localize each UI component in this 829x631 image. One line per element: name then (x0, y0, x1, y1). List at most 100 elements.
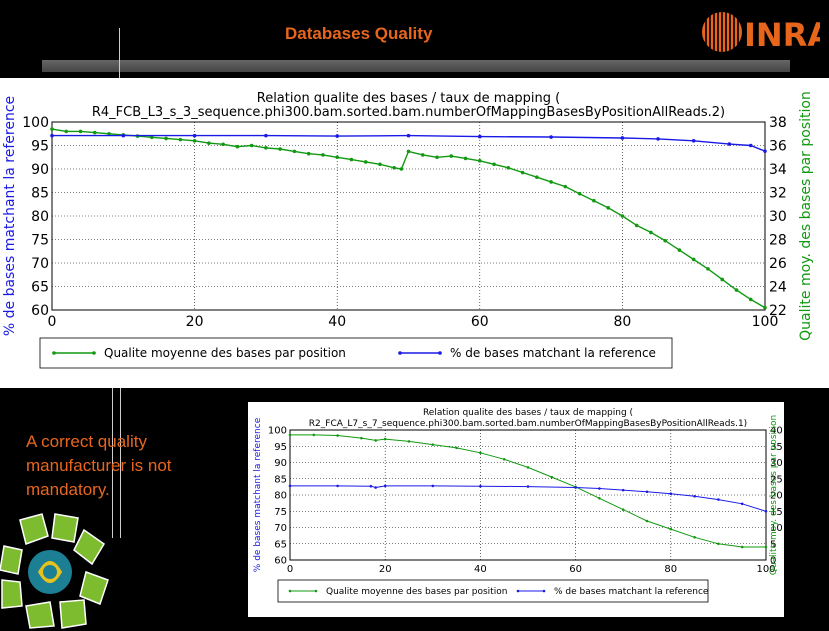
y-left-tick-label: 90 (31, 162, 49, 178)
data-point (526, 466, 530, 469)
legend-marker (438, 351, 442, 355)
y-right-tick-label: 22 (769, 303, 787, 319)
chart-panel-bottom: 0 20 40 60 80 100 60 65 70 75 80 85 90 95 100 0 5 10 15 20 2… (248, 402, 784, 617)
x-tick-label: 80 (664, 564, 677, 575)
data-point (502, 457, 506, 461)
y-left-tick-label: 60 (31, 303, 49, 319)
data-point (479, 451, 482, 455)
data-point (669, 492, 673, 495)
data-point (479, 484, 482, 488)
data-point (748, 143, 753, 148)
x-tick-label: 40 (474, 564, 487, 575)
data-point (740, 545, 744, 549)
data-point (764, 545, 768, 549)
data-point (763, 305, 767, 310)
data-point (312, 433, 316, 437)
data-point (431, 443, 435, 446)
data-point (550, 475, 554, 479)
data-point (740, 502, 744, 506)
chart-title: Relation qualite des bases / taux de map… (423, 408, 633, 418)
data-point (520, 170, 525, 175)
x-tick-label: 40 (328, 314, 346, 330)
legend-label: % de bases matchant la reference (554, 587, 709, 597)
data-point (492, 162, 496, 167)
legend-marker (398, 351, 402, 355)
data-point (336, 484, 339, 488)
y-right-axis-label: Qualite moy. des bases par position (798, 91, 814, 341)
y-right-tick-label: 20 (770, 491, 783, 502)
decorative-line (112, 388, 113, 538)
data-point (288, 484, 292, 488)
data-point (406, 133, 411, 138)
data-point (420, 153, 425, 157)
y-right-tick-label: 5 (770, 539, 776, 550)
data-point (321, 153, 325, 157)
x-tick-label: 0 (287, 564, 293, 575)
y-left-tick-label: 75 (274, 507, 287, 518)
legend-label: % de bases matchant la reference (450, 346, 656, 360)
x-tick-label: 80 (613, 314, 631, 330)
slide-title: Databases Quality (285, 24, 433, 43)
data-point (407, 440, 411, 443)
y-left-tick-label: 65 (31, 279, 49, 295)
data-point (383, 484, 387, 488)
x-tick-label: 60 (569, 564, 582, 575)
data-point (620, 136, 625, 140)
title-bar (42, 60, 790, 72)
data-point (249, 143, 254, 148)
x-tick-label: 0 (48, 314, 57, 330)
y-right-tick-label: 36 (769, 138, 787, 154)
data-point (406, 149, 411, 154)
y-left-tick-label: 80 (274, 491, 287, 502)
caption-text: A correct quality manufacturer is not ma… (26, 432, 172, 499)
data-point (634, 223, 639, 228)
chart-subtitle: R4_FCB_L3_s_3_sequence.phi300.bam.sorted… (92, 105, 725, 120)
data-point (649, 230, 653, 235)
data-point (563, 184, 568, 189)
decorative-line (120, 388, 121, 538)
data-point (399, 167, 404, 171)
y-right-tick-label: 30 (770, 458, 783, 469)
data-point (374, 486, 377, 489)
series-line (290, 485, 767, 512)
data-point (50, 127, 54, 131)
data-point (706, 267, 710, 271)
legend-label: Qualite moyenne des bases par position (326, 587, 507, 597)
data-point (150, 135, 154, 140)
y-left-tick-label: 70 (31, 256, 49, 272)
legend-label: Qualite moyenne des bases par position (104, 346, 346, 360)
y-right-tick-label: 26 (769, 256, 787, 272)
legend-marker (314, 589, 318, 593)
data-point (764, 509, 768, 513)
data-point (335, 155, 340, 160)
y-right-tick-label: 32 (769, 185, 787, 201)
y-left-tick-label: 80 (31, 209, 49, 225)
y-left-axis-label: % de bases matchant la reference (2, 96, 18, 336)
legend-marker (542, 589, 546, 593)
data-point (164, 136, 168, 141)
chart-panel-top: 0 20 40 60 80 100 60 65 70 75 80 85 90 95 100 22 24 26 28 3… (0, 78, 829, 388)
data-point (363, 160, 368, 164)
data-point (178, 137, 183, 142)
data-point (292, 149, 297, 154)
data-point (449, 154, 454, 158)
data-point (535, 175, 539, 180)
y-left-tick-label: 85 (274, 474, 287, 485)
data-point (463, 156, 468, 161)
data-point (264, 146, 268, 150)
y-right-tick-label: 10 (770, 523, 783, 534)
data-point (549, 180, 553, 184)
series-line (290, 434, 766, 548)
y-right-axis-label: Qualite moy. des bases par position (769, 415, 779, 576)
data-point (192, 133, 197, 138)
y-left-tick-label: 95 (31, 138, 49, 154)
y-left-tick-label: 75 (31, 232, 49, 248)
data-point (378, 162, 382, 167)
legend-marker (288, 589, 292, 593)
y-right-tick-label: 34 (769, 162, 787, 178)
data-point (598, 496, 601, 500)
data-point (748, 297, 753, 302)
data-point (693, 535, 696, 539)
data-point (369, 484, 373, 488)
inra-logo: INRA (702, 10, 820, 54)
